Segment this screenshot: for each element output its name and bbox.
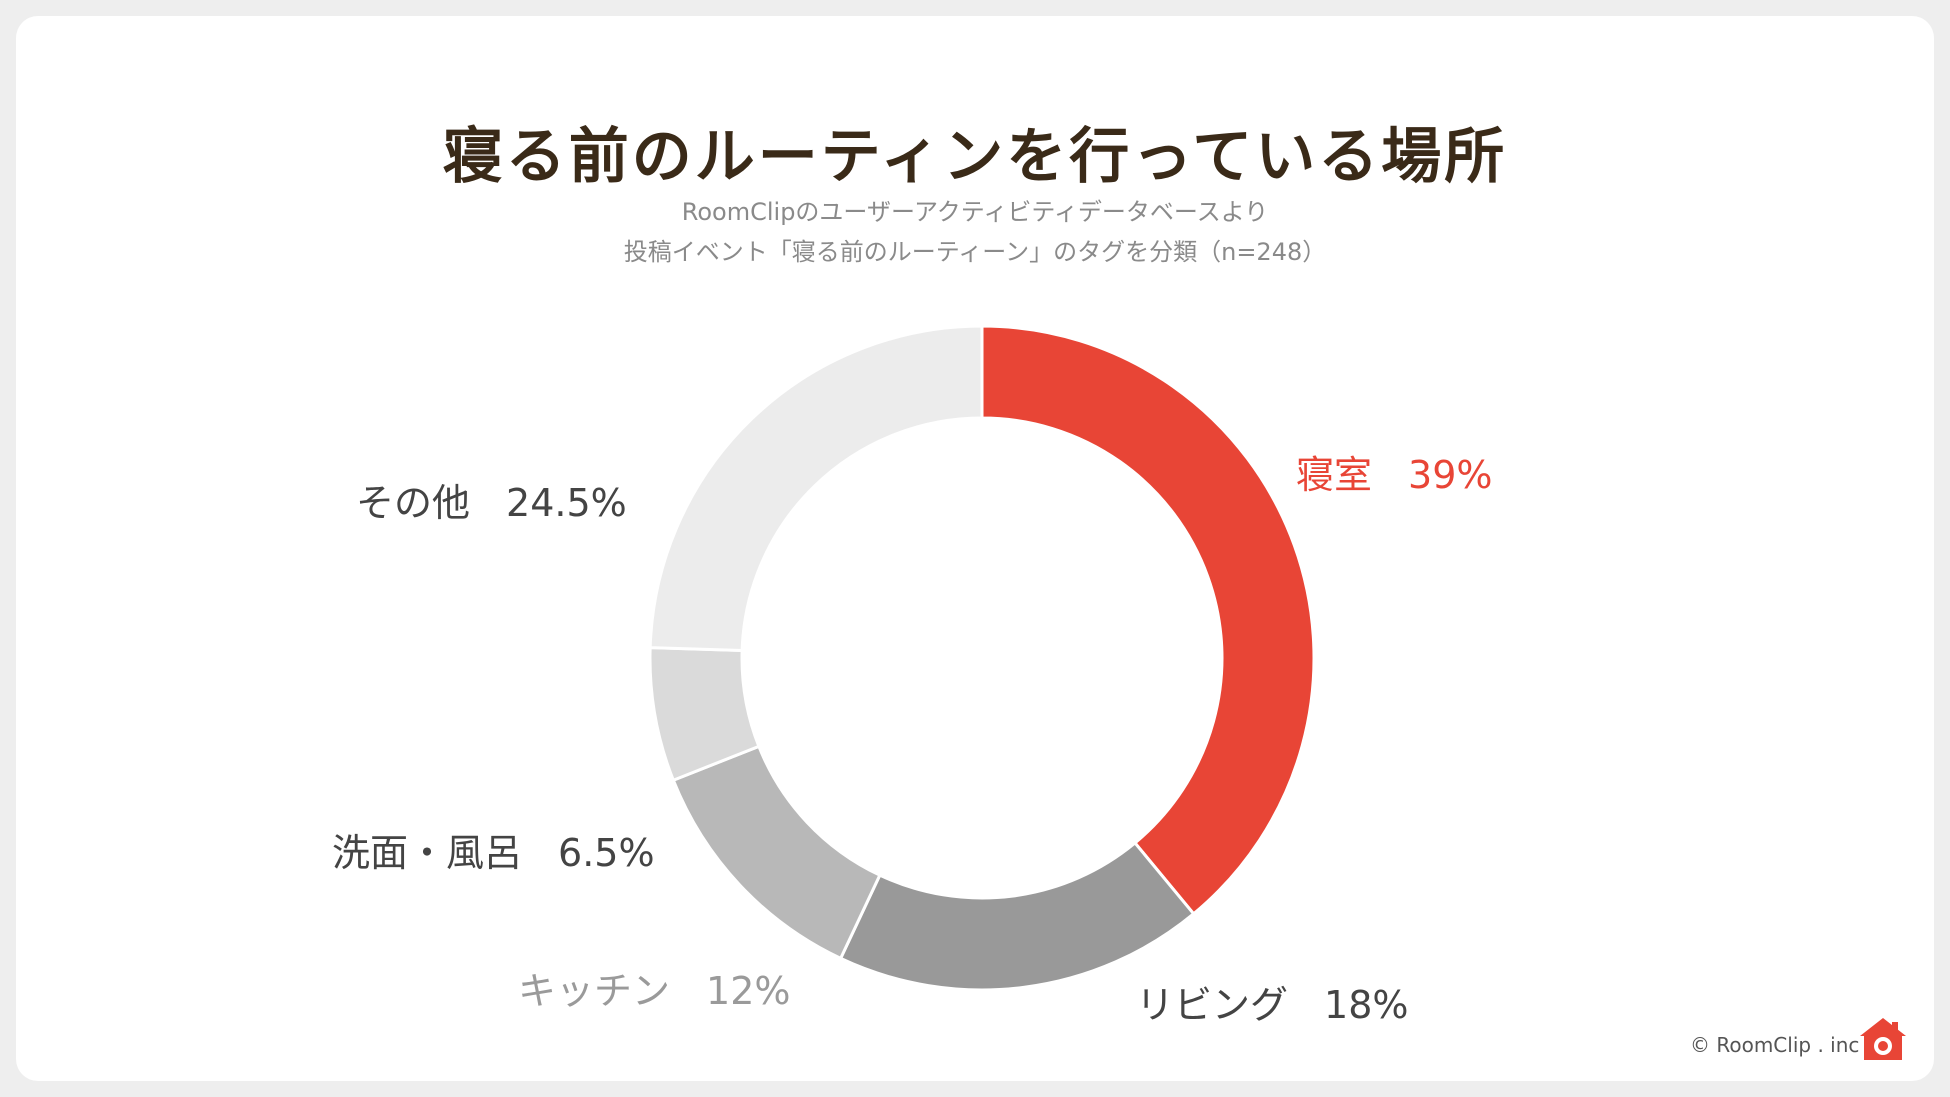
slice-label-value: 6.5% — [558, 831, 655, 875]
copyright-text: © RoomClip . inc — [1690, 1033, 1860, 1057]
slice-label-bath: 洗面・風呂 6.5% — [332, 822, 655, 877]
slice-label-name: 洗面・風呂 — [332, 831, 523, 875]
donut-slice-kitchen — [671, 744, 882, 961]
chart-title: 寝る前のルーティンを行っている場所 — [442, 122, 1508, 192]
slice-label-name: リビング — [1136, 983, 1289, 1027]
slice-label-name: その他 — [356, 481, 471, 525]
donut-slice-other — [648, 324, 984, 653]
roomclip-logo-icon — [1860, 1018, 1906, 1060]
slice-label-value: 24.5% — [506, 481, 627, 525]
slice-label-value: 39% — [1408, 453, 1493, 497]
slice-label-other: その他 24.5% — [356, 472, 627, 527]
slice-label-kitchen: キッチン 12% — [518, 960, 790, 1015]
chart-subtitle-line1: RoomClipのユーザーアクティビティデータベースより — [681, 198, 1269, 226]
chart-subtitle-line2: 投稿イベント「寝る前のルーティーン」のタグを分類（n=248） — [623, 238, 1327, 266]
donut-slice-living — [838, 840, 1196, 992]
slice-label-value: 12% — [706, 969, 791, 1013]
slice-label-living: リビング 18% — [1136, 974, 1408, 1029]
slice-label-name: 寝室 — [1296, 453, 1373, 497]
slice-label-name: キッチン — [518, 969, 671, 1013]
slice-label-value: 18% — [1324, 983, 1409, 1027]
donut-slice-bedroom — [980, 324, 1316, 916]
slice-label-bedroom: 寝室 39% — [1296, 444, 1492, 499]
